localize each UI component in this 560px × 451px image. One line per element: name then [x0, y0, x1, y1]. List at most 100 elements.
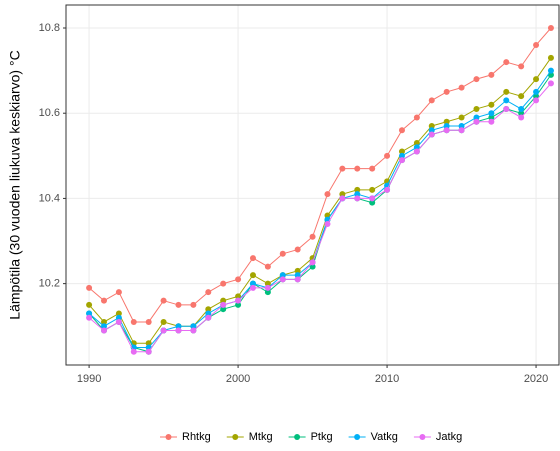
legend-key-point	[354, 434, 361, 440]
y-axis-label: Lämpötila (30 vuoden liukuva keskiarvo) …	[7, 50, 23, 319]
point	[249, 255, 256, 262]
point	[473, 114, 480, 121]
point	[100, 297, 107, 304]
x-tick-label: 2020	[524, 373, 548, 385]
point	[324, 220, 331, 227]
legend-key-point	[232, 434, 239, 440]
legend-key-point	[294, 434, 301, 440]
y-tick-label: 10.8	[39, 22, 60, 34]
point	[533, 97, 540, 104]
legend-key-point	[419, 434, 426, 440]
legend-key-point	[165, 434, 172, 440]
point	[518, 114, 525, 121]
point	[384, 186, 391, 193]
point	[547, 25, 554, 32]
x-tick-label: 2000	[226, 373, 250, 385]
point	[473, 105, 480, 112]
point	[249, 280, 256, 287]
point	[398, 157, 405, 164]
legend-item: Mtkg	[226, 431, 273, 443]
point	[443, 127, 450, 134]
point	[190, 323, 197, 330]
point	[175, 301, 182, 308]
point	[547, 67, 554, 74]
point	[86, 310, 93, 317]
point	[354, 195, 361, 202]
point	[100, 327, 107, 334]
point	[100, 323, 107, 330]
point	[443, 88, 450, 95]
point	[398, 148, 405, 155]
point	[547, 54, 554, 61]
point	[443, 118, 450, 125]
point	[473, 76, 480, 83]
point	[398, 127, 405, 134]
point	[264, 284, 271, 291]
point	[279, 272, 286, 279]
y-tick-label: 10.2	[39, 278, 60, 290]
point	[413, 140, 420, 147]
point	[458, 127, 465, 134]
x-tick-label: 2010	[375, 373, 399, 385]
plot-panel	[66, 5, 559, 365]
point	[339, 165, 346, 172]
point	[249, 284, 256, 291]
point	[205, 306, 212, 313]
point	[264, 289, 271, 296]
point	[428, 97, 435, 104]
point	[86, 301, 93, 308]
point	[413, 148, 420, 155]
point	[86, 314, 93, 321]
legend-item: Jatkg	[413, 431, 462, 443]
point	[264, 280, 271, 287]
point	[413, 144, 420, 151]
point	[145, 348, 152, 355]
point	[518, 63, 525, 70]
point	[145, 318, 152, 325]
point	[503, 59, 510, 66]
point	[175, 327, 182, 334]
point	[369, 199, 376, 206]
point	[354, 165, 361, 172]
point	[130, 318, 137, 325]
point	[160, 318, 167, 325]
x-tick-label: 1990	[77, 373, 101, 385]
point	[235, 301, 242, 308]
legend-label: Vatkg	[371, 431, 398, 443]
point	[369, 165, 376, 172]
point	[294, 246, 301, 253]
point	[309, 259, 316, 266]
legend-label: Mtkg	[249, 431, 273, 443]
point	[458, 114, 465, 121]
plot-border	[65, 4, 560, 366]
point	[458, 84, 465, 91]
point	[235, 297, 242, 304]
point	[115, 310, 122, 317]
point	[235, 276, 242, 283]
point	[279, 250, 286, 257]
point	[324, 191, 331, 198]
point	[220, 306, 227, 313]
point	[547, 80, 554, 87]
legend-label: Ptkg	[311, 431, 333, 443]
point	[488, 118, 495, 125]
point	[428, 131, 435, 138]
point	[279, 276, 286, 283]
point	[518, 93, 525, 100]
point	[130, 348, 137, 355]
point	[354, 186, 361, 193]
point	[249, 272, 256, 279]
point	[190, 327, 197, 334]
point	[160, 327, 167, 334]
point	[220, 301, 227, 308]
point	[145, 340, 152, 347]
point	[503, 88, 510, 95]
point	[205, 314, 212, 321]
point	[533, 76, 540, 83]
point	[428, 127, 435, 134]
y-tick-label: 10.4	[39, 192, 60, 204]
legend-item: Ptkg	[288, 431, 333, 443]
point	[190, 301, 197, 308]
point	[354, 191, 361, 198]
